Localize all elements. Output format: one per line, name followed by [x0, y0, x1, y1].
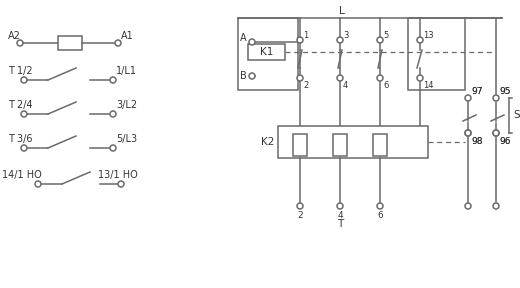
Circle shape: [249, 39, 255, 45]
Circle shape: [297, 37, 303, 43]
Text: K2: K2: [261, 137, 274, 147]
Text: 1/L1: 1/L1: [116, 66, 137, 76]
Circle shape: [493, 130, 499, 136]
Text: 98: 98: [471, 137, 483, 145]
Text: T 3/6: T 3/6: [8, 134, 32, 144]
Text: A: A: [240, 33, 246, 43]
Circle shape: [21, 77, 27, 83]
Text: K1: K1: [260, 47, 273, 57]
Bar: [408, 18, 465, 90]
Text: T: T: [337, 219, 343, 229]
Bar: [238, 18, 298, 90]
Circle shape: [465, 95, 471, 101]
Text: T 2/4: T 2/4: [8, 100, 33, 110]
Circle shape: [110, 77, 116, 83]
Circle shape: [377, 75, 383, 81]
Text: T 1/2: T 1/2: [8, 66, 33, 76]
Bar: [293, 134, 307, 156]
Text: 2: 2: [297, 211, 303, 219]
Circle shape: [297, 75, 303, 81]
Text: 95: 95: [499, 86, 511, 96]
Circle shape: [417, 75, 423, 81]
Text: 96: 96: [499, 137, 511, 145]
Text: 5: 5: [383, 31, 388, 39]
Text: L: L: [339, 6, 345, 16]
Circle shape: [297, 203, 303, 209]
Circle shape: [465, 130, 471, 136]
Text: 1: 1: [303, 31, 308, 39]
Text: 4: 4: [343, 81, 348, 90]
Text: 14: 14: [423, 81, 434, 90]
Circle shape: [465, 203, 471, 209]
Circle shape: [21, 111, 27, 117]
Text: 97: 97: [471, 86, 483, 96]
Text: 2: 2: [303, 81, 308, 90]
Text: 13: 13: [423, 31, 434, 39]
Circle shape: [35, 181, 41, 187]
Text: A1: A1: [121, 31, 134, 41]
Bar: [278, 126, 428, 158]
Text: 4: 4: [337, 211, 343, 219]
Circle shape: [493, 203, 499, 209]
Circle shape: [417, 37, 423, 43]
Circle shape: [115, 40, 121, 46]
Text: 96: 96: [499, 137, 511, 145]
Circle shape: [493, 130, 499, 136]
Circle shape: [337, 203, 343, 209]
Circle shape: [377, 203, 383, 209]
Text: S: S: [513, 111, 519, 120]
Text: 98: 98: [471, 137, 483, 145]
Circle shape: [17, 40, 23, 46]
Bar: [373, 134, 387, 156]
Text: 14/1 HO: 14/1 HO: [2, 170, 42, 180]
Bar: [333, 134, 347, 156]
Circle shape: [110, 145, 116, 151]
Text: 3: 3: [343, 31, 348, 39]
Circle shape: [337, 75, 343, 81]
Circle shape: [465, 130, 471, 136]
Text: 6: 6: [377, 211, 383, 219]
Text: B: B: [240, 71, 247, 81]
Text: 95: 95: [499, 86, 511, 96]
Text: 97: 97: [471, 86, 483, 96]
Circle shape: [110, 111, 116, 117]
Circle shape: [21, 145, 27, 151]
Text: A2: A2: [8, 31, 21, 41]
Circle shape: [337, 37, 343, 43]
Text: 6: 6: [383, 81, 388, 90]
Circle shape: [118, 181, 124, 187]
Bar: [58, 36, 82, 50]
Text: 5/L3: 5/L3: [116, 134, 137, 144]
Circle shape: [377, 37, 383, 43]
Bar: [248, 44, 285, 60]
Circle shape: [493, 95, 499, 101]
Text: 3/L2: 3/L2: [116, 100, 137, 110]
Circle shape: [249, 73, 255, 79]
Text: 13/1 HO: 13/1 HO: [98, 170, 138, 180]
